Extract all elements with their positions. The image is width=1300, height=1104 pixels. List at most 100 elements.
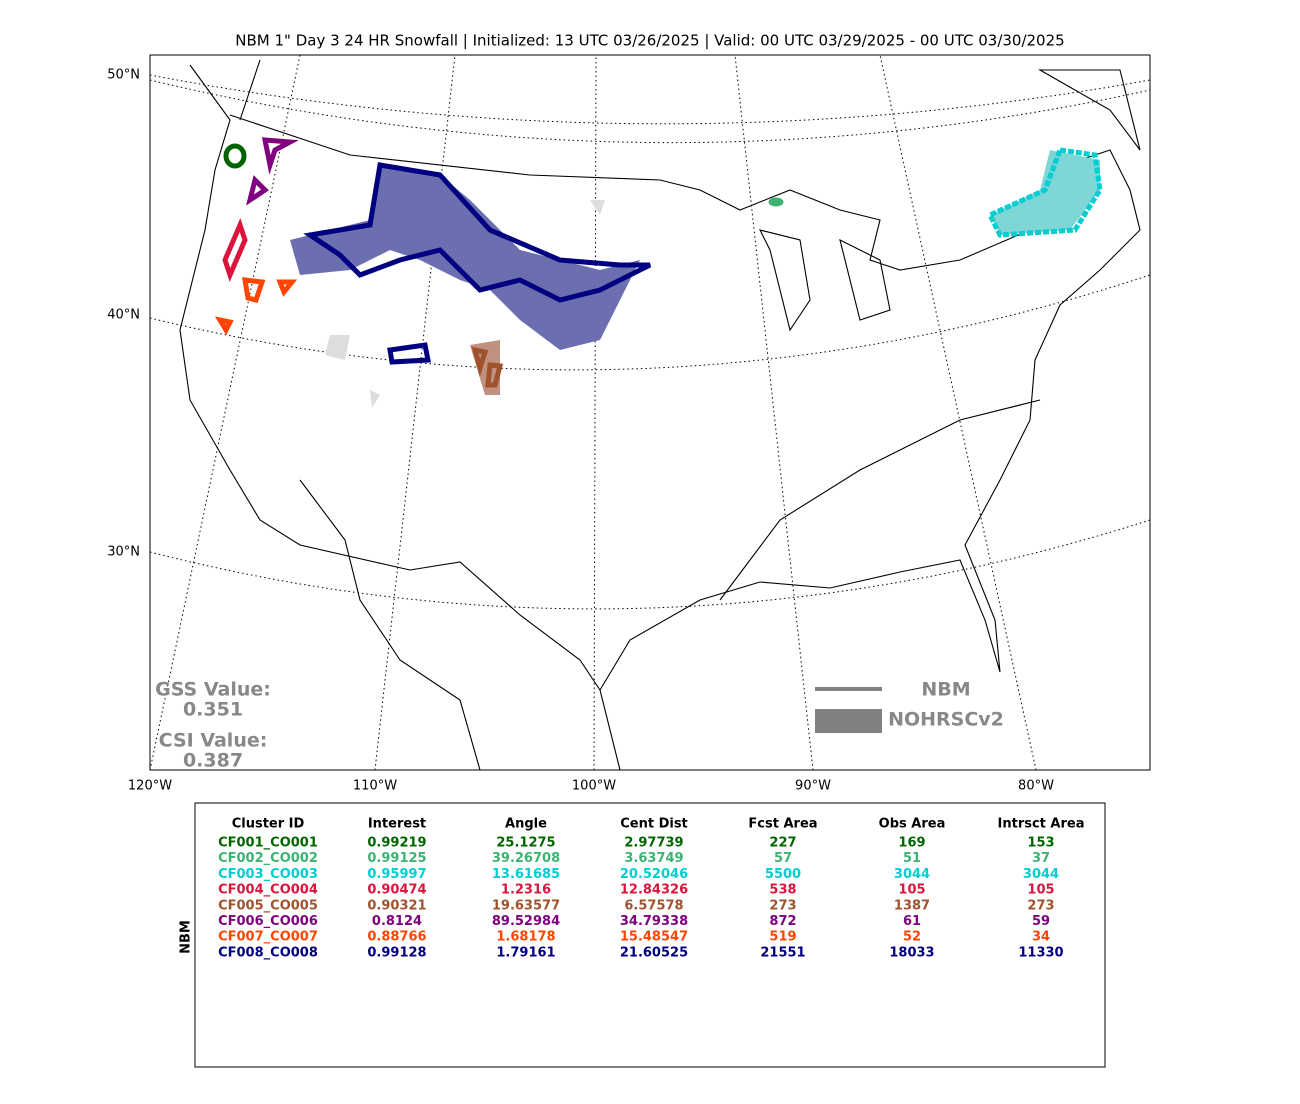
table-cell: CF002_CO002 xyxy=(218,851,318,866)
table-cell: 0.88766 xyxy=(367,930,426,945)
table-cell: 21551 xyxy=(760,945,805,960)
table-cell: 34.79338 xyxy=(620,914,688,929)
graticule xyxy=(150,79,1150,144)
stats-table: NBM Cluster ID Interest Angle Cent Dist Fcst… xyxy=(179,802,1106,1068)
table-cell: 61 xyxy=(903,914,921,929)
table-cell: CF001_CO001 xyxy=(218,836,318,851)
csi-value: 0.387 xyxy=(183,750,243,772)
table-side-label: NBM xyxy=(179,920,194,954)
lon-label: 80°W xyxy=(1018,779,1054,794)
table-cell: 5500 xyxy=(765,867,801,882)
table-cell: 59 xyxy=(1032,914,1050,929)
table-cell: 872 xyxy=(769,914,796,929)
coastline xyxy=(179,64,1141,692)
table-cell: 0.95997 xyxy=(367,867,426,882)
table-cell: 21.60525 xyxy=(620,945,688,960)
table-cell: 34 xyxy=(1032,930,1050,945)
table-cell: 6.57578 xyxy=(624,898,683,913)
graticule xyxy=(150,55,301,770)
legend-label: NBM xyxy=(921,679,970,701)
table-cell: 0.99125 xyxy=(367,851,426,866)
forecast-outline xyxy=(222,217,248,283)
lat-label: 40°N xyxy=(107,308,140,323)
graticule xyxy=(150,519,1150,610)
table-cell: 105 xyxy=(898,883,925,898)
table-cell: 18033 xyxy=(889,945,934,960)
table-cell: 89.52984 xyxy=(492,914,560,929)
forecast-outline xyxy=(471,346,504,388)
forecast-outline xyxy=(223,143,247,169)
table-cell: 51 xyxy=(903,851,921,866)
column-header: Fcst Area xyxy=(748,817,817,832)
column-header: Cluster ID xyxy=(232,817,305,832)
table-cell: 12.84326 xyxy=(620,883,688,898)
table-cell: 25.1275 xyxy=(496,836,555,851)
table-cell: 0.90321 xyxy=(367,898,426,913)
table-cell: 3.63749 xyxy=(624,851,683,866)
graticule xyxy=(879,55,1037,770)
table-cell: 0.90474 xyxy=(367,883,426,898)
table-cell: CF007_CO007 xyxy=(218,930,318,945)
forecast-outline xyxy=(214,277,298,336)
forecast-outline xyxy=(246,137,299,206)
table-cell: CF004_CO004 xyxy=(218,883,318,898)
great-lakes xyxy=(758,229,891,332)
graticule xyxy=(150,274,1150,371)
forecast-outline xyxy=(768,197,784,207)
table-cell: CF008_CO008 xyxy=(218,945,318,960)
lon-label: 100°W xyxy=(572,779,616,794)
csi-label: CSI Value: xyxy=(159,730,268,752)
table-cell: 2.97739 xyxy=(624,836,683,851)
forecast-outline xyxy=(986,147,1103,238)
table-cell: 105 xyxy=(1027,883,1054,898)
table-cell: 13.61685 xyxy=(492,867,560,882)
column-header: Intrsct Area xyxy=(998,817,1085,832)
graticule xyxy=(734,55,814,770)
table-cell: 20.52046 xyxy=(620,867,688,882)
table-cell: 1.2316 xyxy=(501,883,551,898)
table-cell: 1387 xyxy=(894,898,930,913)
table-cell: 227 xyxy=(769,836,796,851)
table-cell: CF006_CO006 xyxy=(218,914,318,929)
column-header: Angle xyxy=(505,817,547,832)
borders xyxy=(239,59,1041,770)
table-cell: 39.26708 xyxy=(492,851,560,866)
table-cell: 3044 xyxy=(1023,867,1059,882)
legend-swatch xyxy=(815,709,882,733)
lon-label: 90°W xyxy=(795,779,831,794)
observed-area xyxy=(290,165,640,350)
table-cell: 273 xyxy=(769,898,796,913)
forecast-outline xyxy=(387,342,432,365)
table-cell: 0.99128 xyxy=(367,945,426,960)
table-cell: CF005_CO005 xyxy=(218,898,318,913)
column-header: Interest xyxy=(368,817,426,832)
table-cell: 538 xyxy=(769,883,796,898)
table-cell: 0.99219 xyxy=(367,836,426,851)
table-cell: 37 xyxy=(1032,851,1050,866)
table-cell: 19.63577 xyxy=(492,898,560,913)
map: 50°N 40°N 30°N 120°W 110°W 100°W 90°W 80… xyxy=(107,54,1151,794)
lat-label: 30°N xyxy=(107,545,140,560)
table-cell: 153 xyxy=(1027,836,1054,851)
table-cell: 15.48547 xyxy=(620,930,688,945)
lon-label: 110°W xyxy=(353,779,397,794)
table-cell: 11330 xyxy=(1018,945,1063,960)
gss-value: 0.351 xyxy=(183,699,243,721)
lat-label: 50°N xyxy=(107,68,140,83)
gss-label: GSS Value: xyxy=(155,679,271,701)
table-cell: 3044 xyxy=(894,867,930,882)
table-cell: 0.8124 xyxy=(372,914,422,929)
forecast-outline xyxy=(303,162,652,303)
table-cell: 273 xyxy=(1027,898,1054,913)
lon-label: 120°W xyxy=(128,779,172,794)
column-header: Cent Dist xyxy=(620,817,688,832)
table-frame xyxy=(194,802,1106,1068)
table-cell: 57 xyxy=(774,851,792,866)
column-header: Obs Area xyxy=(879,817,946,832)
table-cell: 52 xyxy=(903,930,921,945)
table-cell: 1.79161 xyxy=(496,945,555,960)
table-cell: CF003_CO003 xyxy=(218,867,318,882)
table-cell: 519 xyxy=(769,930,796,945)
legend-label: NOHRSCv2 xyxy=(888,709,1004,731)
